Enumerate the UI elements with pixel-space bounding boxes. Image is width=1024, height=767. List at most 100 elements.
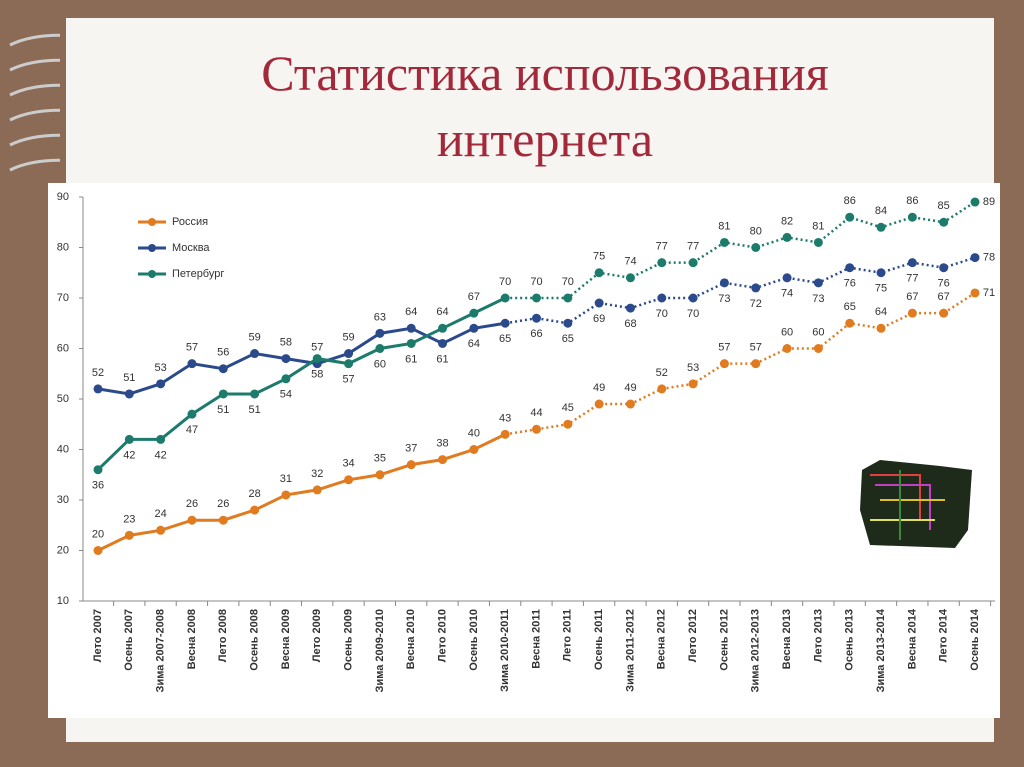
x-tick-label: Лето 2009: [311, 609, 323, 662]
point: [813, 237, 823, 247]
point: [406, 323, 416, 333]
data-label: 85: [938, 200, 950, 212]
data-label: 68: [624, 318, 636, 330]
x-tick-label: Зима 2007-2008: [155, 609, 167, 692]
point: [500, 318, 510, 328]
data-label: 37: [405, 443, 417, 455]
point: [719, 359, 729, 369]
data-label: 67: [906, 291, 918, 303]
data-label: 34: [342, 458, 354, 470]
data-label: 31: [280, 473, 292, 485]
point: [688, 258, 698, 268]
point: [688, 379, 698, 389]
data-label: 47: [186, 424, 198, 436]
point: [845, 263, 855, 273]
y-tick-label: 60: [57, 342, 69, 354]
point: [970, 197, 980, 207]
data-label: 51: [248, 404, 260, 416]
x-tick-label: Лето 2014: [938, 608, 950, 662]
data-label: 69: [593, 313, 605, 325]
data-label: 75: [875, 283, 887, 295]
point: [907, 212, 917, 222]
point: [939, 217, 949, 227]
legend-label: Россия: [172, 216, 208, 228]
point: [218, 515, 228, 525]
point: [281, 374, 291, 384]
x-tick-label: Весна 2009: [280, 609, 292, 669]
series-connector: [504, 316, 537, 325]
y-tick-label: 20: [57, 544, 69, 556]
data-label: 52: [92, 367, 104, 379]
data-label: 76: [844, 278, 856, 290]
point: [845, 212, 855, 222]
series-line: [97, 321, 506, 396]
data-label: 67: [468, 291, 480, 303]
point: [124, 530, 134, 540]
point: [876, 222, 886, 232]
point: [907, 308, 917, 318]
point: [250, 349, 260, 359]
data-label: 54: [280, 389, 292, 401]
data-label: 70: [530, 276, 542, 288]
data-label: 57: [750, 342, 762, 354]
data-label: 49: [593, 382, 605, 394]
point: [625, 399, 635, 409]
point: [375, 344, 385, 353]
x-tick-label: Зима 2009-2010: [374, 609, 386, 692]
data-label: 60: [781, 326, 793, 338]
data-label: 57: [342, 374, 354, 386]
point: [156, 379, 166, 389]
data-label: 80: [750, 225, 762, 237]
point: [719, 278, 729, 288]
x-tick-label: Зима 2013-2014: [875, 608, 887, 692]
point: [688, 293, 698, 303]
data-label: 65: [562, 333, 574, 345]
legend-label: Петербург: [172, 268, 224, 280]
data-label: 71: [983, 287, 995, 299]
point: [845, 318, 855, 328]
data-label: 58: [311, 369, 323, 381]
data-label: 65: [499, 333, 511, 345]
data-label: 64: [405, 306, 417, 318]
slide-title: Статистика использования интернета: [261, 45, 829, 167]
point: [344, 349, 354, 359]
data-label: 89: [983, 196, 995, 208]
point: [218, 364, 228, 374]
x-tick-label: Весна 2011: [530, 609, 542, 669]
data-label: 82: [781, 215, 793, 227]
data-label: 36: [92, 480, 104, 492]
point: [93, 546, 103, 555]
x-tick-label: Зима 2010-2011: [499, 609, 511, 692]
point: [344, 359, 354, 369]
x-tick-label: Лето 2010: [436, 609, 448, 662]
data-label: 44: [530, 407, 542, 419]
point: [156, 434, 166, 444]
point: [751, 243, 761, 252]
series-line: [97, 432, 506, 552]
point: [782, 232, 792, 242]
y-tick-label: 70: [57, 292, 69, 304]
point: [876, 323, 886, 333]
x-tick-label: Лето 2008: [217, 609, 229, 662]
data-label: 49: [624, 382, 636, 394]
point: [657, 293, 667, 303]
data-label: 61: [436, 353, 448, 365]
data-label: 75: [593, 251, 605, 263]
point: [312, 485, 322, 495]
point: [532, 293, 541, 303]
data-label: 64: [436, 306, 448, 318]
point: [187, 359, 197, 369]
data-label: 26: [186, 498, 198, 510]
data-label: 86: [844, 195, 856, 207]
point: [406, 460, 416, 470]
x-tick-label: Осень 2008: [249, 609, 261, 671]
point: [438, 338, 448, 348]
data-label: 58: [280, 337, 292, 349]
data-label: 77: [687, 241, 699, 253]
legend-label: Москва: [172, 242, 210, 254]
data-label: 24: [155, 508, 167, 520]
point: [406, 338, 416, 348]
data-label: 57: [186, 342, 198, 354]
